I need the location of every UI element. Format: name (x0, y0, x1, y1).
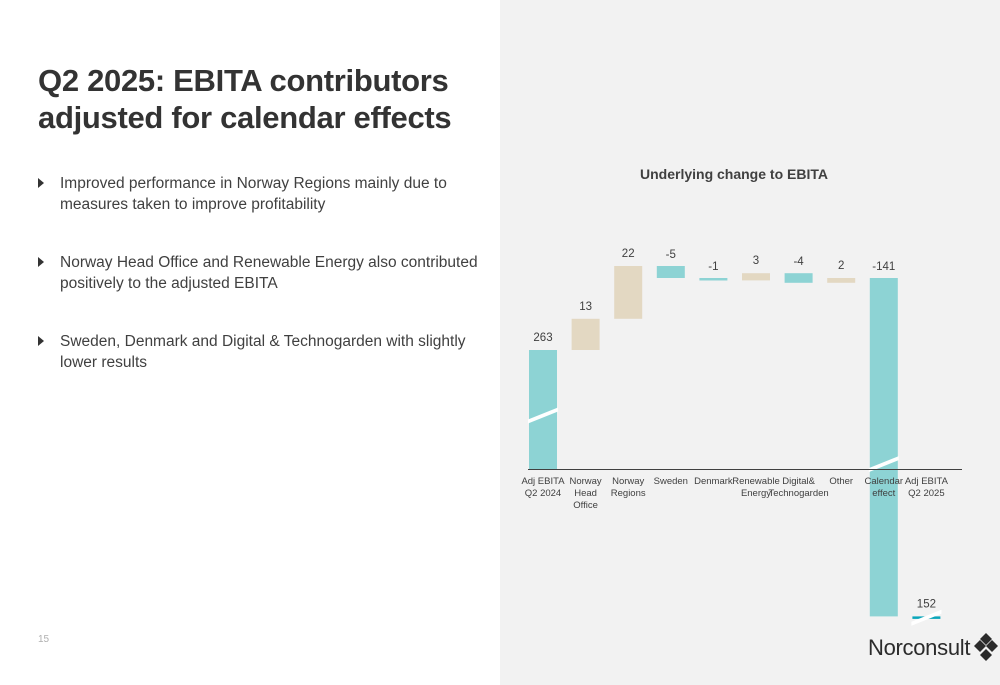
data-label: 263 (533, 332, 552, 344)
page-number: 15 (38, 634, 50, 645)
category-label: Denmark (694, 476, 733, 487)
category-label: Digital& Technogarden (768, 476, 828, 499)
waterfall-bar (529, 350, 557, 469)
bullet-item: Improved performance in Norway Regions m… (38, 173, 478, 215)
diamond-cluster-icon (974, 633, 999, 661)
bullet-item: Norway Head Office and Renewable Energy … (38, 252, 478, 294)
axis-break-mark (911, 609, 942, 626)
triangle-right-icon (38, 178, 44, 188)
data-label: -1 (708, 261, 718, 273)
waterfall-bar (614, 266, 643, 319)
bullet-text: Sweden, Denmark and Digital & Technogard… (60, 333, 466, 371)
category-label: Renewable Energy (732, 476, 780, 499)
data-label: 22 (622, 248, 635, 260)
category-label: Norway Head Office (569, 476, 601, 511)
waterfall-bar (869, 278, 898, 617)
data-label: -4 (793, 256, 804, 268)
chart-title: Underlying change to EBITA (640, 166, 828, 182)
category-label: Adj EBITA Q2 2024 (521, 476, 565, 499)
text-panel: Q2 2025: EBITA contributors adjusted for… (38, 63, 478, 645)
data-label: -141 (872, 261, 895, 273)
data-label: -5 (666, 249, 676, 261)
axis-break-mark (868, 456, 899, 473)
category-label: Sweden (654, 476, 688, 487)
brand-logo: Norconsult (868, 632, 999, 664)
category-label: Other (829, 476, 853, 487)
category-label: Adj EBITA Q2 2025 (905, 476, 949, 499)
slide-title: Q2 2025: EBITA contributors adjusted for… (38, 63, 452, 135)
category-label: Calendar effect (865, 476, 904, 499)
waterfall-bar (571, 318, 600, 350)
data-label: 2 (838, 260, 844, 272)
data-label: 3 (753, 255, 759, 267)
bullet-text: Norway Head Office and Renewable Energy … (60, 254, 478, 292)
category-label: Norway Regions (611, 476, 646, 499)
waterfall-bar (699, 278, 728, 281)
logo-text: Norconsult (868, 635, 971, 660)
bullet-list: Improved performance in Norway Regions m… (38, 173, 478, 410)
triangle-right-icon (38, 336, 44, 346)
waterfall-bar (656, 266, 685, 278)
triangle-right-icon (38, 257, 44, 267)
bullet-text: Improved performance in Norway Regions m… (60, 175, 447, 213)
data-label: 152 (917, 598, 936, 610)
waterfall-chart: 263 Adj EBITA Q2 2024 13 Norway Head Office 22 N… (521, 248, 962, 626)
waterfall-bar (827, 278, 856, 283)
axis-break-mark (528, 407, 558, 424)
waterfall-bar (784, 273, 813, 283)
data-label: 13 (579, 301, 592, 313)
waterfall-bar (742, 273, 770, 281)
bullet-item: Sweden, Denmark and Digital & Technogard… (38, 331, 478, 373)
